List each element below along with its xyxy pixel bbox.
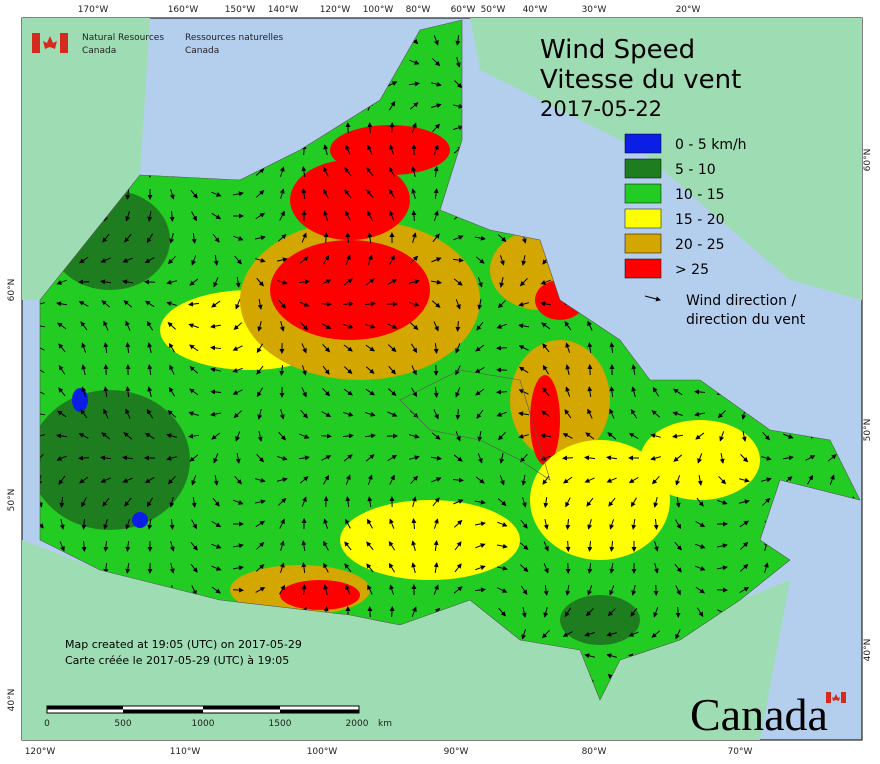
wind-arrow xyxy=(497,348,507,349)
scale-label: 0 xyxy=(44,719,50,729)
graticule-label: 170°W xyxy=(78,5,109,15)
graticule-label: 60°N xyxy=(863,149,873,172)
graticule-label: 160°W xyxy=(168,5,199,15)
agency-name: Canada xyxy=(82,46,116,56)
legend-label: direction du vent xyxy=(686,312,806,328)
wind-arrow xyxy=(321,436,331,437)
wind-arrow xyxy=(370,607,371,617)
graticule-label: 40°N xyxy=(863,639,873,662)
agency-name: Ressources naturelles xyxy=(185,33,284,43)
wordmark: Canada xyxy=(690,689,828,740)
scale-unit: km xyxy=(378,719,392,729)
graticule-label: 60°W xyxy=(451,5,476,15)
agency-name: Natural Resources xyxy=(82,33,164,43)
graticule-label: 140°W xyxy=(268,5,299,15)
legend-label: 0 - 5 km/h xyxy=(675,137,747,153)
wind-arrow xyxy=(233,590,243,591)
legend-label: 15 - 20 xyxy=(675,212,725,228)
graticule-label: 30°W xyxy=(582,5,607,15)
graticule-label: 110°W xyxy=(170,747,201,757)
title: Vitesse du vent xyxy=(540,65,741,95)
wind-arrow xyxy=(392,123,393,133)
graticule-label: 80°W xyxy=(406,5,431,15)
scale-label: 2000 xyxy=(346,719,369,729)
legend-label: 5 - 10 xyxy=(675,162,716,178)
legend-label: Wind direction / xyxy=(686,293,796,309)
legend-swatch xyxy=(625,134,661,153)
legend-label: 20 - 25 xyxy=(675,237,725,253)
graticule-label: 20°W xyxy=(676,5,701,15)
wind-arrow xyxy=(326,233,327,243)
agency-name: Canada xyxy=(185,46,219,56)
graticule-label: 100°W xyxy=(307,747,338,757)
graticule-label: 40°N xyxy=(7,689,17,712)
note: Map created at 19:05 (UTC) on 2017-05-29 xyxy=(65,638,302,651)
legend-swatch xyxy=(625,259,661,278)
legend-swatch xyxy=(625,209,661,228)
scale-label: 1000 xyxy=(192,719,215,729)
wind-arrow xyxy=(563,458,573,459)
graticule-label: 40°W xyxy=(523,5,548,15)
graticule-label: 100°W xyxy=(363,5,394,15)
wind-arrow xyxy=(497,392,507,393)
graticule-label: 80°W xyxy=(582,747,607,757)
graticule-label: 50°N xyxy=(863,419,873,442)
graticule-label: 70°W xyxy=(728,747,753,757)
graticule-label: 50°W xyxy=(481,5,506,15)
graticule-label: 90°W xyxy=(444,747,469,757)
graticule-label: 50°N xyxy=(7,489,17,512)
note: Carte créée le 2017-05-29 (UTC) à 19:05 xyxy=(65,654,289,667)
scale-label: 1500 xyxy=(269,719,292,729)
graticule-label: 120°W xyxy=(25,747,56,757)
wind-arrow xyxy=(79,458,89,459)
scale-label: 500 xyxy=(114,719,131,729)
legend-label: 10 - 15 xyxy=(675,187,725,203)
legend-swatch xyxy=(625,184,661,203)
legend-swatch xyxy=(625,159,661,178)
graticule-label: 120°W xyxy=(320,5,351,15)
title: Wind Speed xyxy=(540,35,695,65)
legend-swatch xyxy=(625,234,661,253)
legend-label: > 25 xyxy=(675,262,709,278)
graticule-label: 150°W xyxy=(225,5,256,15)
date: 2017-05-22 xyxy=(540,97,662,121)
wind-arrow xyxy=(678,607,679,617)
graticule-label: 60°N xyxy=(7,279,17,302)
